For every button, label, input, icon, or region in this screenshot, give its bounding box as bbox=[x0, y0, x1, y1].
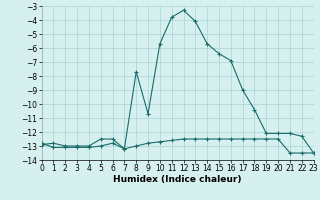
X-axis label: Humidex (Indice chaleur): Humidex (Indice chaleur) bbox=[113, 175, 242, 184]
